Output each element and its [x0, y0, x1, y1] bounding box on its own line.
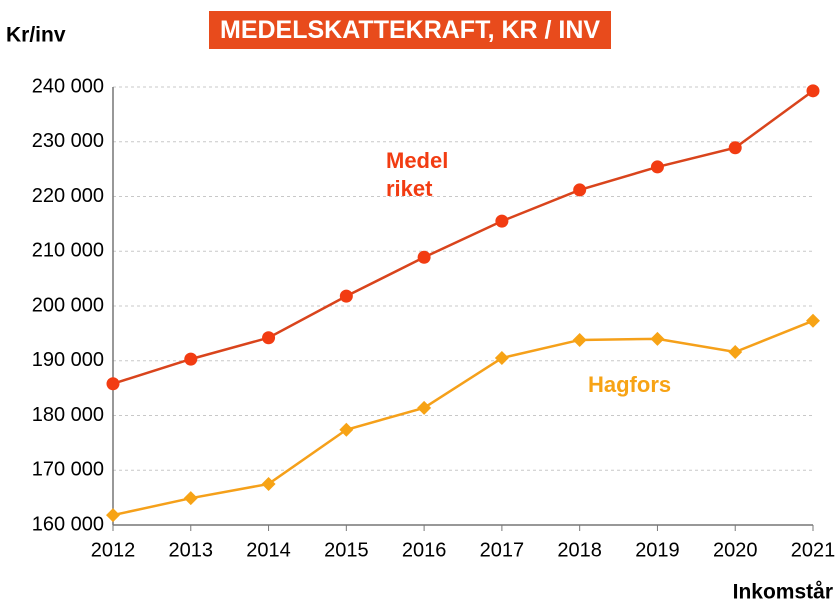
x-tick-label: 2019	[635, 539, 680, 561]
y-tick-label: 160 000	[32, 513, 104, 535]
y-tick-label: 170 000	[32, 459, 104, 481]
marker	[572, 332, 587, 347]
marker	[184, 352, 198, 366]
y-tick-label: 210 000	[32, 240, 104, 262]
marker	[728, 344, 743, 359]
marker	[183, 491, 198, 506]
x-axis-label: Inkomstår	[733, 581, 833, 603]
marker	[106, 377, 120, 391]
marker	[262, 331, 276, 345]
x-tick-label: 2016	[402, 539, 447, 561]
x-tick-label: 2013	[169, 539, 214, 561]
series-label: Medel riket	[386, 148, 449, 201]
chart-title: MEDELSKATTEKRAFT, KR / INV	[209, 11, 612, 49]
x-tick-label: 2021	[791, 539, 836, 561]
y-tick-label: 230 000	[32, 130, 104, 152]
y-tick-label: 180 000	[32, 404, 104, 426]
marker	[261, 476, 276, 491]
x-tick-label: 2012	[91, 539, 136, 561]
marker	[728, 141, 742, 155]
marker	[573, 183, 587, 197]
marker	[494, 351, 509, 366]
series-line	[112, 89, 814, 385]
marker	[650, 160, 664, 174]
x-tick-label: 2020	[713, 539, 758, 561]
marker	[806, 313, 820, 328]
marker	[495, 214, 509, 228]
y-tick-label: 220 000	[32, 185, 104, 207]
x-tick-label: 2014	[246, 539, 291, 561]
marker	[339, 422, 354, 437]
marker	[650, 331, 665, 346]
marker	[806, 84, 820, 98]
marker	[417, 400, 432, 415]
marker	[106, 508, 120, 523]
marker	[339, 289, 353, 303]
y-tick-label: 190 000	[32, 349, 104, 371]
x-tick-label: 2015	[324, 539, 369, 561]
series-line	[112, 319, 814, 517]
x-tick-label: 2018	[557, 539, 602, 561]
y-tick-label: 200 000	[32, 294, 104, 316]
y-tick-label: 240 000	[32, 75, 104, 97]
series-label: Hagfors	[588, 372, 672, 397]
y-axis-label: Kr/inv	[6, 24, 66, 47]
x-tick-label: 2017	[480, 539, 525, 561]
marker	[417, 250, 431, 264]
